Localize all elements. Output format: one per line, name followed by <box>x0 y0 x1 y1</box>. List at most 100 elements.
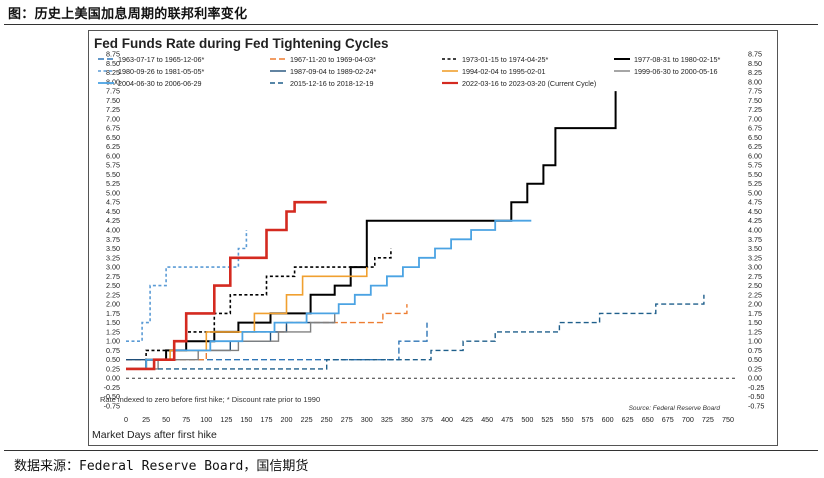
y-tick-label-left: 3.75 <box>106 235 120 244</box>
chart-frame <box>88 30 778 446</box>
y-tick-label-right: 0.25 <box>748 364 762 373</box>
y-tick-label-left: 4.00 <box>106 226 120 235</box>
y-tick-label-left: 3.25 <box>106 253 120 262</box>
legend-label-3: 1973-01-15 to 1974-04-25* <box>462 55 549 64</box>
x-tick-label: 400 <box>441 415 453 424</box>
x-tick-label: 475 <box>501 415 513 424</box>
legend-label-11: 2022-03-16 to 2023-03-20 (Current Cycle) <box>462 79 596 88</box>
series-line-3 <box>126 248 392 370</box>
y-tick-label-left: 8.50 <box>106 59 120 68</box>
y-tick-label-left: 1.50 <box>106 318 120 327</box>
x-tick-label: 175 <box>260 415 272 424</box>
y-tick-label-left: 4.25 <box>106 216 120 225</box>
y-tick-label-right: 2.50 <box>748 281 762 290</box>
x-tick-label: 50 <box>162 415 170 424</box>
y-tick-label-left: 0.25 <box>106 364 120 373</box>
y-tick-label-right: 8.50 <box>748 59 762 68</box>
y-tick-label-right: 0.50 <box>748 355 762 364</box>
chart-container: Fed Funds Rate during Fed Tightening Cyc… <box>88 30 778 446</box>
data-source-footer: 数据来源：Federal Reserve Board，国信期货 <box>14 459 309 474</box>
legend-label-5: 1980-09-26 to 1981-05-05* <box>118 67 205 76</box>
y-tick-label-right: 7.50 <box>748 96 762 105</box>
y-tick-label-right: 0.00 <box>748 374 762 383</box>
y-tick-label-left: 1.25 <box>106 327 120 336</box>
series-line-5 <box>126 230 248 342</box>
x-tick-label: 425 <box>461 415 473 424</box>
chart-title: Fed Funds Rate during Fed Tightening Cyc… <box>94 36 389 51</box>
y-tick-label-right: 4.00 <box>748 226 762 235</box>
chart-svg: Fed Funds Rate during Fed Tightening Cyc… <box>88 30 778 446</box>
y-tick-label-left: 2.00 <box>106 300 120 309</box>
x-tick-label: 275 <box>341 415 353 424</box>
x-tick-label: 25 <box>142 415 150 424</box>
y-tick-label-left: 2.75 <box>106 272 120 281</box>
y-tick-label-left: 4.75 <box>106 198 120 207</box>
y-tick-label-left: 0.00 <box>106 374 120 383</box>
x-tick-label: 625 <box>622 415 634 424</box>
y-tick-label-right: -0.75 <box>748 402 764 411</box>
y-tick-label-left: 1.75 <box>106 309 120 318</box>
y-tick-label-left: 2.50 <box>106 281 120 290</box>
x-tick-label: 525 <box>541 415 553 424</box>
series-line-11 <box>126 200 327 371</box>
legend-label-10: 2015-12-16 to 2018-12-19 <box>290 79 374 88</box>
y-tick-label-right: 5.75 <box>748 161 762 170</box>
y-tick-label-left: -0.50 <box>104 392 120 401</box>
y-tick-label-right: 6.50 <box>748 133 762 142</box>
y-tick-label-right: -0.25 <box>748 383 764 392</box>
y-tick-label-left: 2.25 <box>106 290 120 299</box>
y-tick-label-right: 3.50 <box>748 244 762 253</box>
y-tick-label-right: 1.00 <box>748 337 762 346</box>
x-tick-label: 725 <box>702 415 714 424</box>
y-tick-label-right: 3.00 <box>748 263 762 272</box>
y-tick-label-right: 5.50 <box>748 170 762 179</box>
x-tick-label: 600 <box>602 415 614 424</box>
x-tick-label: 350 <box>401 415 413 424</box>
y-tick-label-right: 5.25 <box>748 179 762 188</box>
y-tick-label-left: 7.25 <box>106 105 120 114</box>
y-tick-label-right: 6.00 <box>748 151 762 160</box>
y-tick-label-left: 4.50 <box>106 207 120 216</box>
legend-label-8: 1999-06-30 to 2000-05-16 <box>634 67 718 76</box>
x-tick-label: 0 <box>124 415 128 424</box>
series-line-10 <box>126 294 705 370</box>
y-tick-label-right: 8.25 <box>748 68 762 77</box>
y-tick-label-right: 7.25 <box>748 105 762 114</box>
y-tick-label-left: 5.25 <box>106 179 120 188</box>
y-tick-label-left: 7.50 <box>106 96 120 105</box>
legend-label-6: 1987-09-04 to 1989-02-24* <box>290 67 377 76</box>
x-tick-label: 550 <box>561 415 573 424</box>
y-tick-label-right: 4.75 <box>748 198 762 207</box>
x-tick-label: 150 <box>240 415 252 424</box>
x-tick-label: 125 <box>220 415 232 424</box>
y-tick-label-left: 1.00 <box>106 337 120 346</box>
legend-label-4: 1977-08-31 to 1980-02-15* <box>634 55 721 64</box>
y-tick-label-right: 0.75 <box>748 346 762 355</box>
y-tick-label-left: 3.50 <box>106 244 120 253</box>
legend-label-1: 1963-07-17 to 1965-12-06* <box>118 55 205 64</box>
x-tick-label: 325 <box>381 415 393 424</box>
x-tick-label: 450 <box>481 415 493 424</box>
y-tick-label-left: 0.50 <box>106 355 120 364</box>
legend-label-7: 1994-02-04 to 1995-02-01 <box>462 67 546 76</box>
series-line-9 <box>126 219 532 370</box>
legend-label-2: 1967-11-20 to 1969-04-03* <box>290 55 376 64</box>
y-tick-label-left: -0.25 <box>104 383 120 392</box>
x-tick-label: 650 <box>642 415 654 424</box>
y-tick-label-right: 7.00 <box>748 114 762 123</box>
y-tick-label-right: 2.25 <box>748 290 762 299</box>
source-note: Source: Federal Reserve Board <box>629 405 721 412</box>
x-tick-label: 675 <box>662 415 674 424</box>
x-axis-label: Market Days after first hike <box>92 429 217 441</box>
x-tick-label: 750 <box>722 415 734 424</box>
y-tick-label-left: 3.00 <box>106 263 120 272</box>
y-tick-label-left: 8.00 <box>106 77 120 86</box>
x-tick-label: 375 <box>421 415 433 424</box>
y-tick-label-right: 7.75 <box>748 87 762 96</box>
y-tick-label-right: 8.75 <box>748 50 762 59</box>
x-tick-label: 575 <box>582 415 594 424</box>
series-line-1 <box>126 322 428 361</box>
y-tick-label-right: 1.25 <box>748 327 762 336</box>
y-tick-label-right: 1.75 <box>748 309 762 318</box>
x-tick-label: 500 <box>521 415 533 424</box>
